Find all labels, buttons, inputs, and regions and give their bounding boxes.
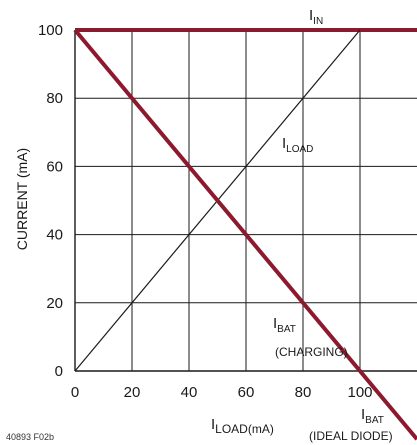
annotation-charging: (CHARGING) [275, 345, 348, 359]
y-tick-label: 0 [55, 363, 63, 380]
y-tick-label: 100 [38, 22, 63, 39]
series-label-ibat-diode-main: I [361, 406, 365, 423]
annotation-ideal-diode: (IDEAL DIODE) [309, 429, 393, 443]
y-axis-title: CURRENT (mA) [14, 148, 30, 250]
x-tick-label: 0 [71, 384, 79, 401]
series-label-iload-sub: LOAD [286, 144, 313, 155]
y-tick-label: 40 [46, 227, 63, 244]
series-label-ibat-charging: IBAT [273, 315, 296, 335]
series-label-iin: IIN [309, 7, 323, 27]
series-layer [73, 28, 417, 441]
x-tick-label: 100 [347, 384, 372, 401]
x-tick-label: 60 [238, 384, 255, 401]
figure-code: 40893 F02b [6, 432, 54, 442]
x-axis-title: ILOAD(mA) [211, 416, 274, 436]
series-label-ibat-charging-sub: BAT [277, 324, 296, 335]
x-axis-title-main: I [211, 416, 215, 433]
series-label-ibat-charging-main: I [273, 315, 277, 332]
y-tick-label: 80 [46, 90, 63, 107]
series-label-iload: ILOAD [282, 135, 313, 155]
x-tick-label: 80 [295, 384, 312, 401]
series-label-iin-main: I [309, 7, 313, 24]
tick-labels: 0 20 40 60 80 100 0 20 40 60 80 100 [38, 22, 373, 401]
y-tick-label: 20 [46, 295, 63, 312]
series-label-iin-sub: IN [313, 16, 323, 27]
y-tick-label: 60 [46, 158, 63, 175]
series-ibat-line [73, 28, 417, 441]
series-label-ibat-diode: IBAT [361, 406, 384, 426]
x-axis-title-sub: LOAD(mA) [215, 422, 274, 436]
grid [74, 29, 417, 372]
x-tick-label: 40 [181, 384, 198, 401]
x-tick-label: 20 [124, 384, 141, 401]
series-label-ibat-diode-sub: BAT [365, 415, 384, 426]
series-label-iload-main: I [282, 135, 286, 152]
